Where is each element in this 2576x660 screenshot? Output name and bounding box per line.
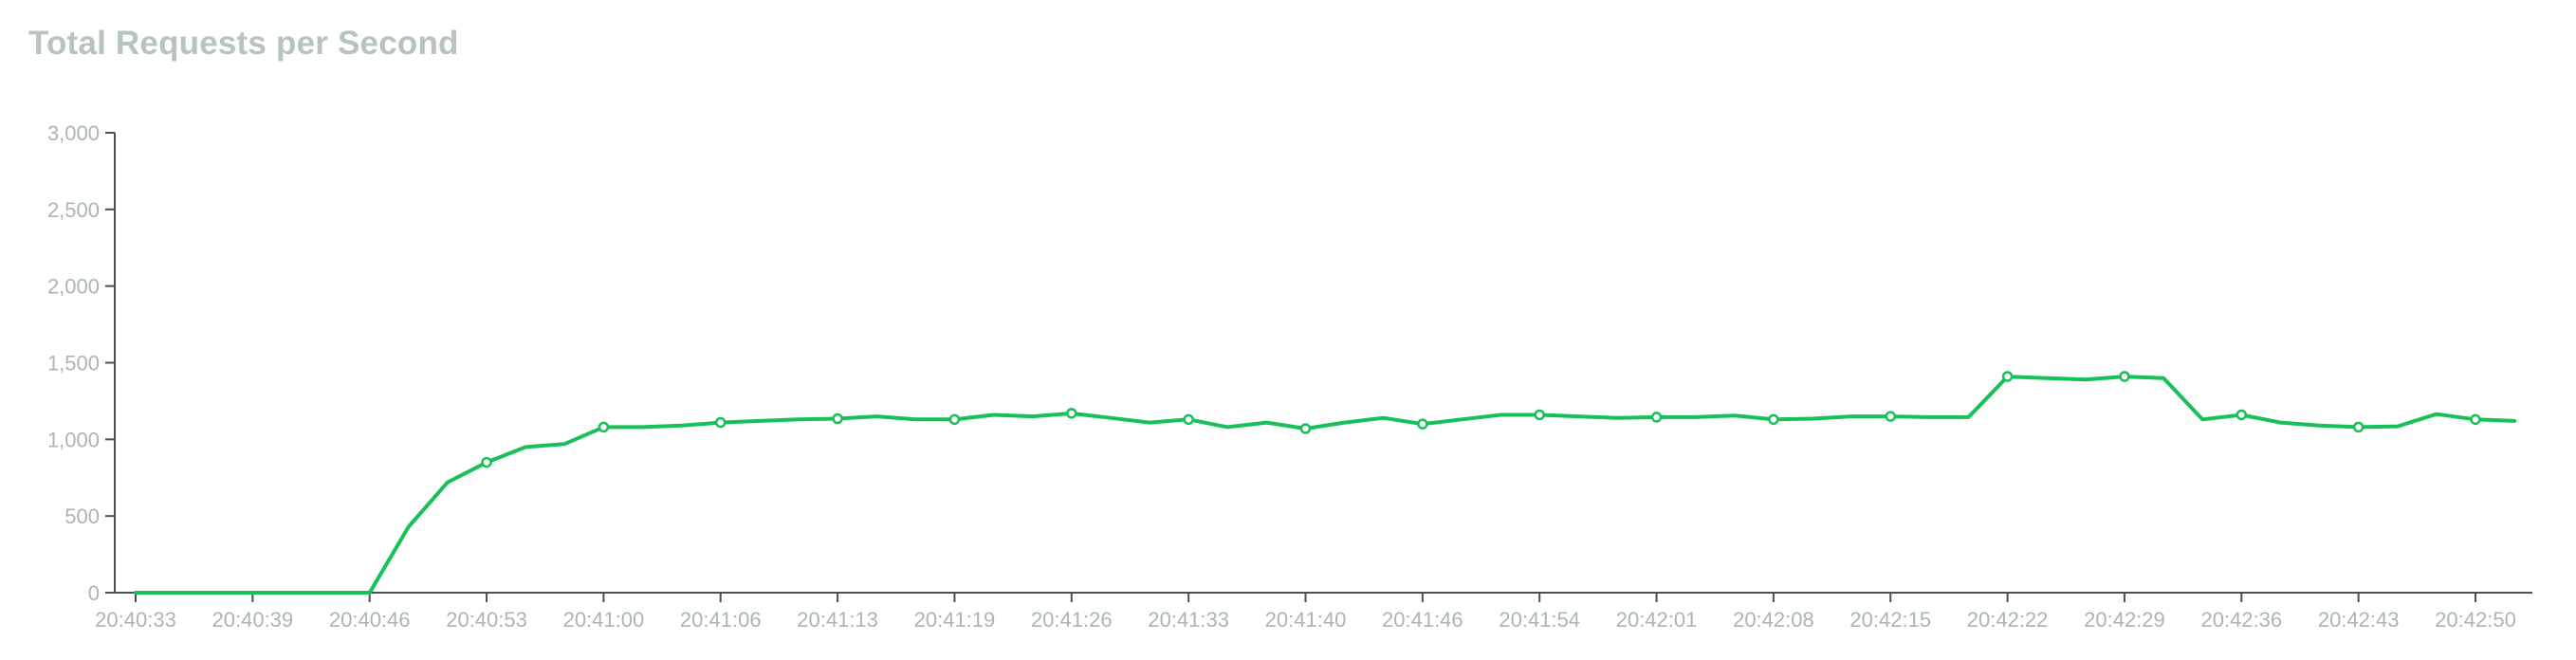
data-point[interactable] — [1417, 418, 1428, 430]
x-tick-label: 20:41:06 — [680, 608, 762, 632]
x-tick-label: 20:40:46 — [329, 608, 411, 632]
x-tick-label: 20:41:26 — [1031, 608, 1113, 632]
y-tick-label: 2,500 — [47, 198, 100, 222]
x-tick-label: 20:42:36 — [2200, 608, 2282, 632]
x-tick-label: 20:40:53 — [446, 608, 527, 632]
y-tick-label: 1,500 — [47, 352, 100, 376]
data-point[interactable] — [2236, 409, 2248, 421]
data-point[interactable] — [598, 421, 610, 433]
x-tick-label: 20:41:13 — [797, 608, 878, 632]
data-point[interactable] — [1768, 413, 1779, 426]
x-axis: 20:40:33 20:40:39 20:40:46 20:40:53 20:41:00… — [95, 592, 2532, 632]
x-tick-label: 20:42:43 — [2318, 608, 2400, 632]
x-tick-label: 20:41:40 — [1265, 608, 1347, 632]
x-tick-label: 20:42:15 — [1849, 608, 1931, 632]
data-point[interactable] — [1299, 423, 1312, 434]
y-axis: 0 500 1,000 1,500 2,000 2,500 3,000 — [47, 121, 116, 605]
y-tick-label: 0 — [88, 581, 100, 605]
data-point[interactable] — [2001, 371, 2014, 382]
y-tick-label: 3,000 — [47, 121, 100, 145]
x-tick-label: 20:41:00 — [563, 608, 645, 632]
series-layer — [134, 371, 2517, 595]
x-tick-label: 20:41:54 — [1499, 608, 1580, 632]
series-line — [134, 375, 2517, 595]
data-point[interactable] — [1183, 413, 1194, 426]
data-point[interactable] — [2352, 421, 2364, 433]
chart-title: Total Requests per Second — [28, 25, 459, 62]
data-point[interactable] — [1534, 409, 1545, 421]
x-tick-label: 20:42:08 — [1733, 608, 1814, 632]
x-tick-label: 20:40:39 — [212, 608, 294, 632]
y-tick-label: 500 — [64, 504, 100, 528]
data-point[interactable] — [715, 416, 727, 429]
data-point[interactable] — [948, 413, 961, 426]
x-tick-label: 20:42:50 — [2435, 608, 2516, 632]
x-tick-label: 20:40:33 — [95, 608, 176, 632]
data-point[interactable] — [481, 456, 492, 468]
data-point[interactable] — [1885, 411, 1896, 422]
data-point[interactable] — [2119, 371, 2130, 382]
x-tick-label: 20:42:22 — [1967, 608, 2049, 632]
x-tick-label: 20:41:19 — [914, 608, 996, 632]
x-tick-label: 20:41:46 — [1382, 608, 1463, 632]
x-tick-label: 20:41:33 — [1148, 608, 1229, 632]
data-point[interactable] — [2470, 413, 2481, 426]
y-tick-label: 2,000 — [47, 275, 100, 299]
data-point[interactable] — [1066, 408, 1077, 419]
data-point[interactable] — [832, 412, 843, 425]
x-tick-label: 20:42:29 — [2084, 608, 2165, 632]
y-tick-label: 1,000 — [47, 428, 100, 451]
x-tick-label: 20:42:01 — [1616, 608, 1698, 632]
data-point[interactable] — [1650, 412, 1663, 423]
